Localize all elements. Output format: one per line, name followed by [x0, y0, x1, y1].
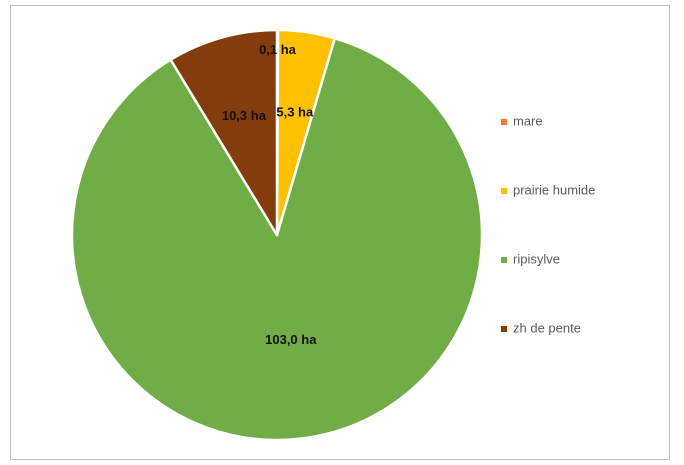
slice-label-zh-de-pente: 10,3 ha — [222, 108, 267, 123]
pie-slice-ripisylve — [70, 37, 484, 442]
pie-slice-zh-de-pente — [169, 28, 279, 237]
slice-label-mare: 0,1 ha — [259, 42, 297, 57]
slice-labels: 0,1 ha 5,3 ha 103,0 ha 10,3 ha — [222, 42, 317, 347]
chart-frame: 0,1 ha 5,3 ha 103,0 ha 10,3 ha mare prairie … — [10, 5, 670, 460]
legend-marker-ripisylve — [501, 257, 507, 263]
pie-chart: 0,1 ha 5,3 ha 103,0 ha 10,3 ha mare prairie … — [70, 28, 595, 442]
legend-label-ripisylve: ripisylve — [513, 251, 560, 266]
slice-label-ripisylve: 103,0 ha — [265, 332, 317, 347]
legend-label-mare: mare — [513, 113, 543, 128]
legend-label-prairie-humide: prairie humide — [513, 182, 595, 197]
legend: mare prairie humide ripisylve zh de pente — [501, 113, 595, 335]
legend-marker-zh-de-pente — [501, 326, 507, 332]
slice-label-prairie-humide: 5,3 ha — [276, 105, 314, 120]
legend-marker-prairie-humide — [501, 188, 507, 194]
legend-label-zh-de-pente: zh de pente — [513, 320, 581, 335]
pie-slices — [70, 28, 484, 442]
legend-marker-mare — [501, 119, 507, 125]
